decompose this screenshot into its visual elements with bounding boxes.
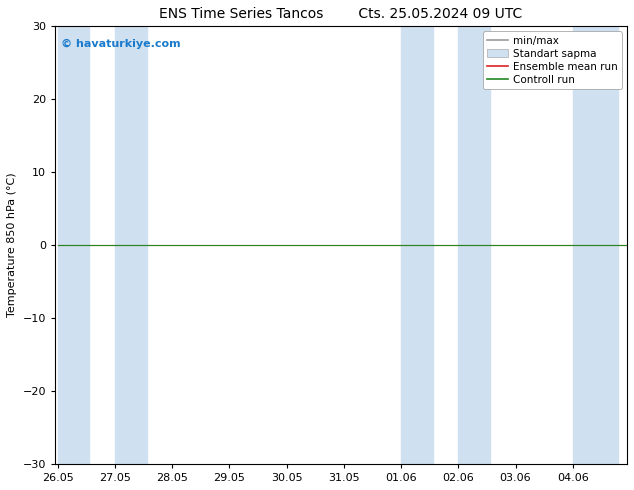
Bar xyxy=(573,26,619,464)
Legend: min/max, Standart sapma, Ensemble mean run, Controll run: min/max, Standart sapma, Ensemble mean r… xyxy=(482,31,622,89)
Bar xyxy=(58,26,89,464)
Bar xyxy=(115,26,146,464)
Bar xyxy=(401,26,432,464)
Title: ENS Time Series Tancos        Cts. 25.05.2024 09 UTC: ENS Time Series Tancos Cts. 25.05.2024 0… xyxy=(159,7,522,21)
Bar xyxy=(458,26,490,464)
Y-axis label: Temperature 850 hPa (°C): Temperature 850 hPa (°C) xyxy=(7,173,17,318)
Text: © havaturkiye.com: © havaturkiye.com xyxy=(61,39,181,49)
